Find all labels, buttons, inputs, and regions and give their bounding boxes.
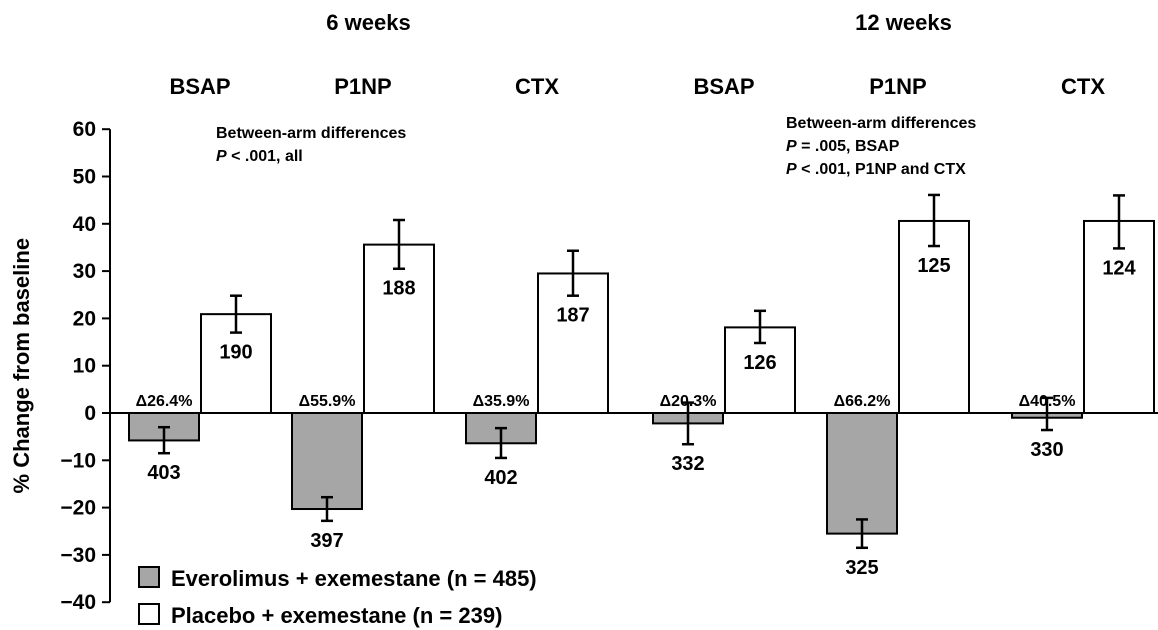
annotation-text: Between-arm differences [786,115,976,132]
placebo-n-label: 125 [917,255,950,277]
placebo-bar [1083,219,1155,414]
placebo-n-label: 126 [743,352,776,374]
category-label: BSAP [169,74,230,99]
everolimus-n-label: 325 [845,557,878,579]
legend-swatch [138,603,160,625]
delta-label: Δ66.2% [834,393,891,410]
y-tick-label: −30 [60,544,96,567]
y-tick-label: −10 [60,449,96,472]
y-tick-label: 10 [73,355,96,378]
delta-label: Δ40.5% [1019,393,1076,410]
placebo-n-label: 190 [219,342,252,364]
annotation-text: Between-arm differences [216,125,406,142]
placebo-n-label: 188 [382,278,415,300]
everolimus-n-label: 403 [147,462,180,484]
placebo-n-label: 187 [556,305,589,327]
y-tick-label: −40 [60,591,96,614]
p-value-symbol: P [786,161,797,178]
everolimus-n-label: 332 [671,453,704,475]
y-tick-label: 40 [73,213,96,236]
y-tick-label: 0 [84,402,96,425]
y-tick-label: 50 [73,166,96,189]
category-label: P1NP [869,74,926,99]
delta-label: Δ26.4% [136,393,193,410]
y-tick-label: 30 [73,260,96,283]
delta-label: Δ35.9% [473,393,530,410]
placebo-bar [898,219,970,414]
y-tick-label: 20 [73,307,96,330]
group-title: 6 weeks [326,10,410,35]
category-label: P1NP [334,74,391,99]
annotation-text: < .001, all [227,148,303,165]
annotation-text: < .001, P1NP and CTX [797,161,966,178]
delta-label: Δ20.3% [660,393,717,410]
y-tick-label: 60 [73,118,96,141]
placebo-n-label: 124 [1102,257,1136,279]
legend-label: Placebo + exemestane (n = 239) [171,603,502,628]
legend-swatch [138,566,160,588]
delta-label: Δ55.9% [299,393,356,410]
group-title: 12 weeks [855,10,952,35]
everolimus-n-label: 402 [484,467,517,489]
everolimus-bar [291,412,363,511]
category-label: BSAP [693,74,754,99]
everolimus-bar [826,412,898,535]
category-label: CTX [1061,74,1105,99]
y-tick-label: −20 [60,497,96,520]
between-arm-annotation: Between-arm differences P < .001, all [216,125,406,165]
p-value-symbol: P [786,138,797,155]
between-arm-annotation: Between-arm differences P = .005, BSAP P <… [786,115,976,178]
everolimus-n-label: 330 [1030,439,1063,461]
y-axis-title: % Change from baseline [9,238,34,494]
placebo-bar [363,243,435,414]
annotation-text: = .005, BSAP [797,138,900,155]
everolimus-n-label: 397 [310,530,343,552]
p-value-symbol: P [216,148,227,165]
category-label: CTX [515,74,559,99]
legend-label: Everolimus + exemestane (n = 485) [171,566,537,591]
